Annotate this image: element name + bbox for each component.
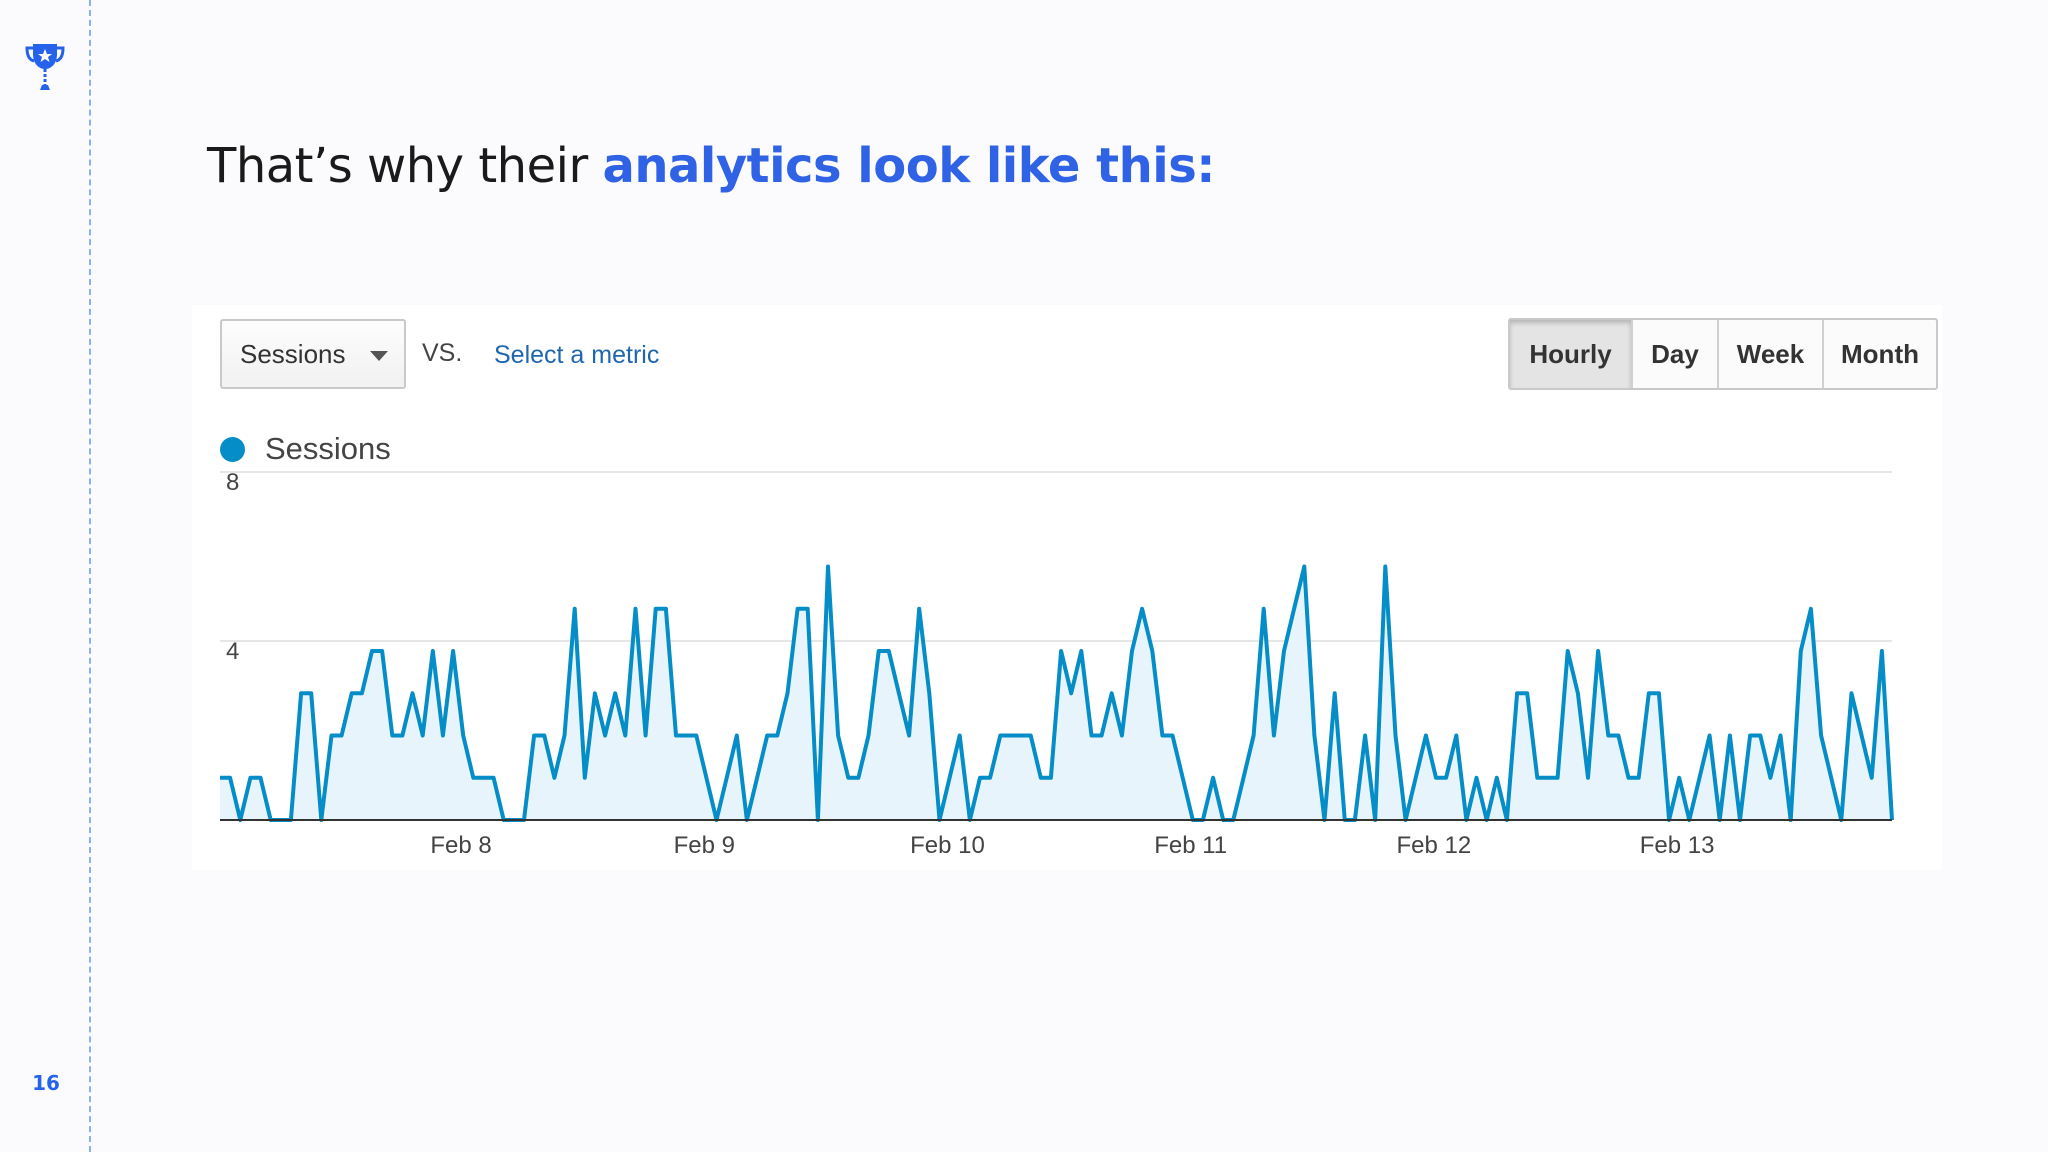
y-tick-label: 8 — [226, 469, 239, 496]
x-tick-label: Feb 8 — [430, 832, 491, 859]
x-tick-label: Feb 12 — [1397, 832, 1472, 859]
legend-swatch — [220, 436, 245, 462]
headline-text: That’s why their — [207, 138, 603, 194]
select-metric-link[interactable]: Select a metric — [494, 341, 660, 369]
trophy-icon — [25, 44, 65, 90]
granularity-tabs: Hourly Day Week Month — [1508, 318, 1938, 390]
tab-hourly[interactable]: Hourly — [1510, 320, 1631, 388]
analytics-panel: Sessions VS. Select a metric Hourly Day … — [192, 305, 1942, 870]
legend-label: Sessions — [265, 431, 391, 466]
page-number: 16 — [32, 1071, 60, 1095]
series-line — [220, 564, 1894, 822]
series-area — [220, 566, 1892, 820]
y-tick-label: 4 — [226, 638, 239, 665]
slide-headline: That’s why their analytics look like thi… — [207, 138, 1215, 194]
metric-dropdown[interactable]: Sessions — [220, 319, 406, 389]
tab-day[interactable]: Day — [1631, 320, 1717, 388]
headline-highlight: analytics look like this: — [602, 138, 1215, 194]
metric-dropdown-value: Sessions — [240, 338, 346, 369]
chart-legend: Sessions — [220, 431, 391, 467]
x-tick-label: Feb 11 — [1154, 832, 1227, 859]
slide-margin-guide — [89, 0, 91, 1152]
x-tick-label: Feb 13 — [1640, 832, 1715, 859]
x-tick-label: Feb 9 — [674, 832, 735, 859]
tab-month[interactable]: Month — [1822, 320, 1936, 388]
sessions-chart: 4 8 Feb 8 Feb 9 Feb 10 Feb 11 Feb 12 Feb 13 — [220, 469, 1894, 859]
x-tick-label: Feb 10 — [910, 832, 985, 859]
chevron-down-icon — [370, 351, 388, 361]
tab-week[interactable]: Week — [1717, 320, 1822, 388]
vs-label: VS. — [422, 339, 463, 367]
